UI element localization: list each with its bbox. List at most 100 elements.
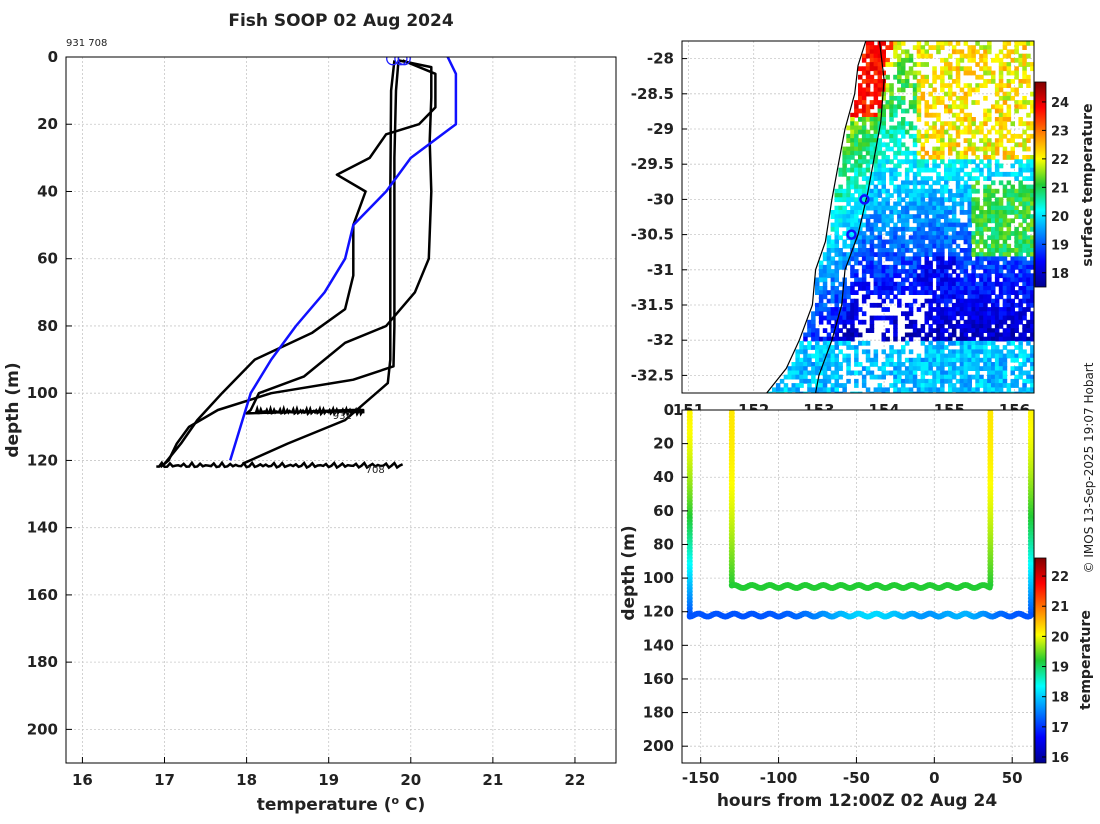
sst-cell: [811, 387, 816, 393]
sst-cell: [768, 391, 773, 393]
sst-cell: [1006, 218, 1012, 224]
sst-cell: [951, 328, 957, 333]
sst-cell: [1006, 83, 1012, 88]
sst-cell: [920, 163, 926, 169]
temperature-colorbar-tick-label: 18: [1051, 691, 1069, 706]
sst-cell: [916, 201, 922, 207]
sst-cell: [959, 315, 965, 321]
sst-cell: [908, 193, 914, 198]
sst-cell: [873, 91, 879, 97]
sst-cell: [842, 243, 847, 249]
sst-cell: [897, 256, 902, 262]
sst-cell: [944, 345, 949, 350]
sst-cell: [948, 286, 953, 291]
sst-cell: [877, 180, 883, 186]
sst-cell: [948, 205, 953, 211]
sst-cell: [834, 294, 839, 300]
sst-cell: [928, 378, 933, 384]
sst-cell: [916, 260, 922, 266]
sst-cell: [908, 167, 914, 173]
sst-cell: [885, 353, 890, 359]
sst-cell: [967, 91, 972, 97]
sst-cell: [944, 226, 949, 232]
sst-cell: [924, 210, 929, 215]
sst-cell: [885, 273, 890, 279]
sst-cell: [877, 121, 883, 127]
sst-cell: [928, 197, 933, 203]
sst-cell: [936, 129, 941, 135]
sst-cell: [983, 281, 988, 287]
sst-cell: [940, 349, 945, 355]
map-ytick-label: -32: [647, 331, 674, 349]
sst-cell: [979, 66, 984, 72]
sst-cell: [908, 180, 914, 186]
sst-cell: [936, 319, 941, 325]
sst-cell: [940, 315, 945, 321]
sst-cell: [873, 138, 879, 143]
sst-cell: [897, 391, 902, 393]
sst-cell: [850, 239, 855, 245]
profile-line-climatology: [229, 57, 458, 461]
sst-cell: [951, 362, 957, 367]
sst-cell: [932, 159, 937, 165]
sst-cell: [940, 142, 945, 148]
sst-cell: [944, 239, 949, 245]
sst-cell: [811, 345, 816, 350]
sst-cell: [1030, 281, 1034, 287]
sst-cell: [916, 205, 922, 211]
sst-cell: [861, 171, 867, 177]
sst-cell: [822, 252, 828, 257]
sst-cell: [850, 133, 855, 139]
sst-cell: [936, 264, 941, 270]
sst-cell: [979, 307, 984, 312]
sst-cell: [818, 370, 824, 376]
sst-cell: [979, 324, 984, 329]
sst-cell: [822, 391, 828, 393]
sst-cell: [889, 129, 894, 135]
sst-cell: [904, 340, 910, 346]
sst-cell: [1002, 336, 1008, 342]
sst-cell: [1026, 387, 1031, 393]
sst-cell: [951, 125, 957, 131]
sst-cell: [834, 197, 839, 203]
sst-cell: [987, 184, 992, 190]
sst-cell: [924, 100, 929, 105]
sst-cell: [951, 370, 957, 376]
sst-cell: [1014, 366, 1019, 371]
sst-cell: [885, 328, 890, 333]
sst-cell: [873, 197, 879, 203]
sst-cell: [1030, 252, 1034, 257]
sst-cell: [1018, 222, 1023, 228]
sst-cell: [975, 176, 980, 181]
sst-cell: [998, 243, 1004, 249]
sst-cell: [1002, 100, 1008, 105]
sst-cell: [901, 117, 906, 122]
sst-cell: [830, 286, 836, 291]
sst-cell: [885, 83, 890, 88]
sst-cell: [861, 197, 867, 203]
temperature-colorbar-label: temperature: [1078, 610, 1094, 710]
sst-cell: [865, 112, 871, 118]
sst-cell: [830, 362, 836, 367]
sst-cell: [1026, 121, 1031, 127]
sst-cell: [885, 57, 890, 63]
sst-cell: [1030, 273, 1034, 279]
sst-cell: [901, 349, 906, 355]
sst-cell: [1014, 70, 1019, 76]
sst-cell: [1010, 57, 1015, 63]
sst-cell: [901, 226, 906, 232]
sst-cell: [1022, 264, 1027, 270]
sst-cell: [815, 302, 820, 308]
sst-cell: [838, 197, 843, 203]
sst-cell: [998, 125, 1004, 131]
sst-cell: [998, 378, 1004, 384]
sst-cell: [1010, 79, 1015, 84]
sst-cell: [967, 83, 972, 88]
sst-cell: [912, 108, 918, 114]
sst-cell: [854, 121, 859, 127]
sst-cell: [959, 193, 965, 198]
sst-cell: [889, 62, 894, 67]
sst-cell: [991, 155, 996, 160]
sst-cell: [838, 210, 843, 215]
sst-cell: [1010, 273, 1015, 279]
